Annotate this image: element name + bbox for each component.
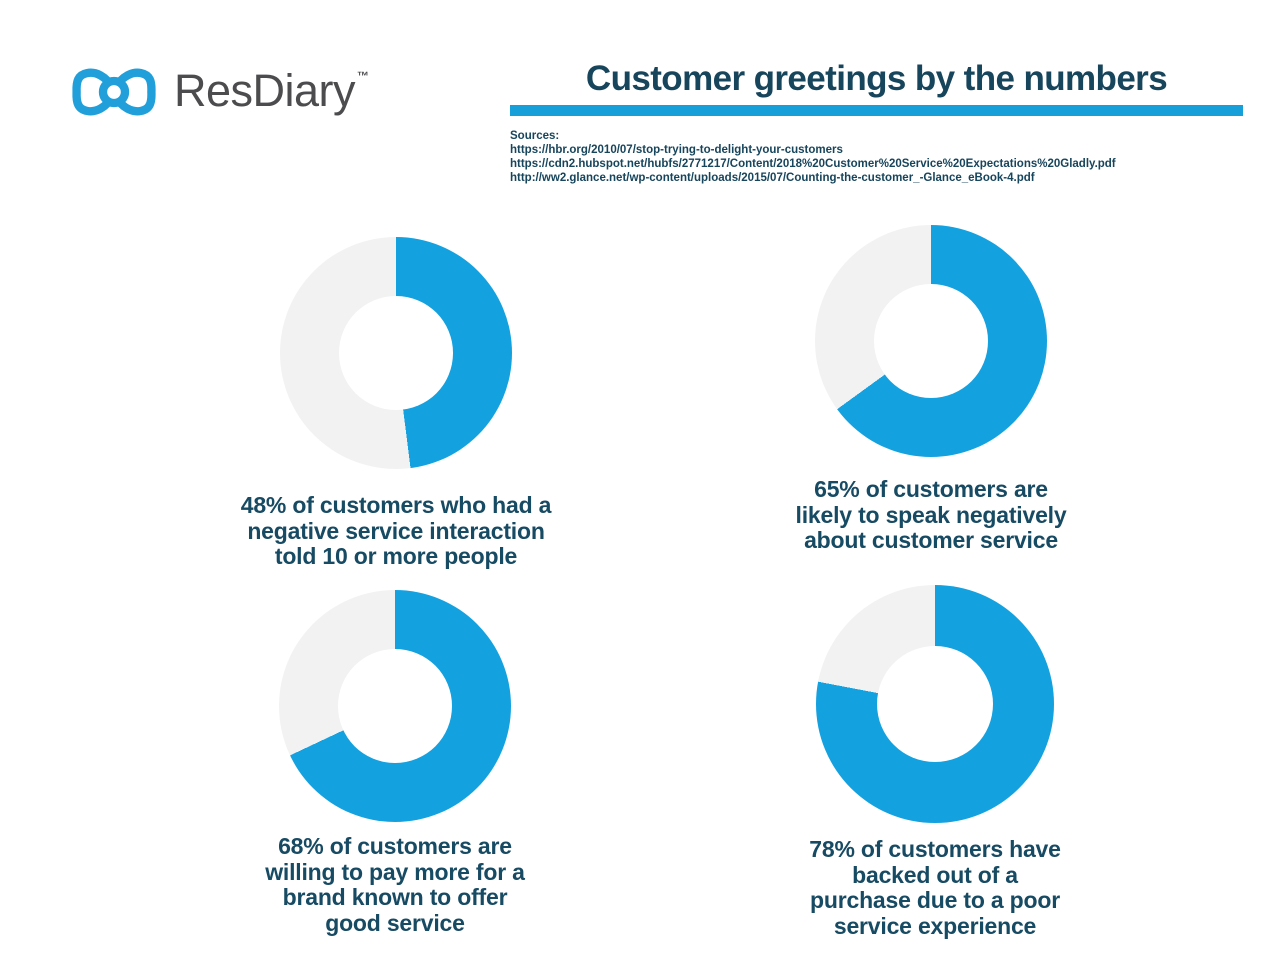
chart-caption: 68% of customers are willing to pay more… <box>265 833 525 936</box>
caption-line: negative service interaction <box>247 517 545 544</box>
caption-line: 68% of customers are <box>278 833 512 859</box>
caption-line: brand known to offer <box>282 884 508 910</box>
donut-chart-68 <box>279 590 511 822</box>
caption-line: backed out of a <box>852 861 1018 888</box>
brand-name-text: ResDiary <box>174 64 356 116</box>
caption-line: about customer service <box>804 527 1058 553</box>
chart-caption: 48% of customers who had a negative serv… <box>240 492 552 570</box>
caption-line: good service <box>325 909 465 936</box>
caption-line: 65% of customers are <box>814 476 1048 502</box>
donut-chart-65 <box>815 225 1047 457</box>
brand-name: ResDiary ™ <box>174 68 369 113</box>
chart-caption: 78% of customers have backed out of a pu… <box>809 836 1061 939</box>
trademark-symbol: ™ <box>357 68 369 83</box>
caption-line: 48% of customers who had a <box>240 492 552 518</box>
stat-cell-78: 78% of customers have backed out of a pu… <box>715 585 1155 939</box>
title-underline-bar <box>510 104 1243 116</box>
stat-cell-48: 48% of customers who had a negative serv… <box>176 237 616 570</box>
header: Customer greetings by the numbers <box>510 59 1243 116</box>
caption-line: 78% of customers have <box>809 836 1061 862</box>
source-url: https://cdn2.hubspot.net/hubfs/2771217/C… <box>510 158 1116 170</box>
donut-chart-78 <box>816 585 1054 823</box>
stat-cell-68: 68% of customers are willing to pay more… <box>175 590 615 936</box>
caption-line: told 10 or more people <box>274 543 518 569</box>
stat-cell-65: 65% of customers are likely to speak neg… <box>711 225 1151 554</box>
resdiary-bowtie-icon <box>72 68 156 116</box>
page-title: Customer greetings by the numbers <box>585 59 1168 98</box>
donut-chart-48 <box>280 237 512 469</box>
caption-line: service experience <box>833 912 1037 939</box>
sources-block: Sources: https://hbr.org/2010/07/stop-tr… <box>510 129 1250 185</box>
chart-caption: 65% of customers are likely to speak neg… <box>795 476 1067 554</box>
sources-label: Sources: <box>510 130 560 142</box>
resdiary-logo: ResDiary ™ <box>70 62 369 122</box>
caption-line: likely to speak negatively <box>795 501 1067 528</box>
source-url: https://hbr.org/2010/07/stop-trying-to-d… <box>510 144 843 156</box>
caption-line: purchase due to a poor <box>810 887 1060 913</box>
caption-line: willing to pay more for a <box>265 858 525 885</box>
source-url: http://ww2.glance.net/wp-content/uploads… <box>510 172 1035 184</box>
